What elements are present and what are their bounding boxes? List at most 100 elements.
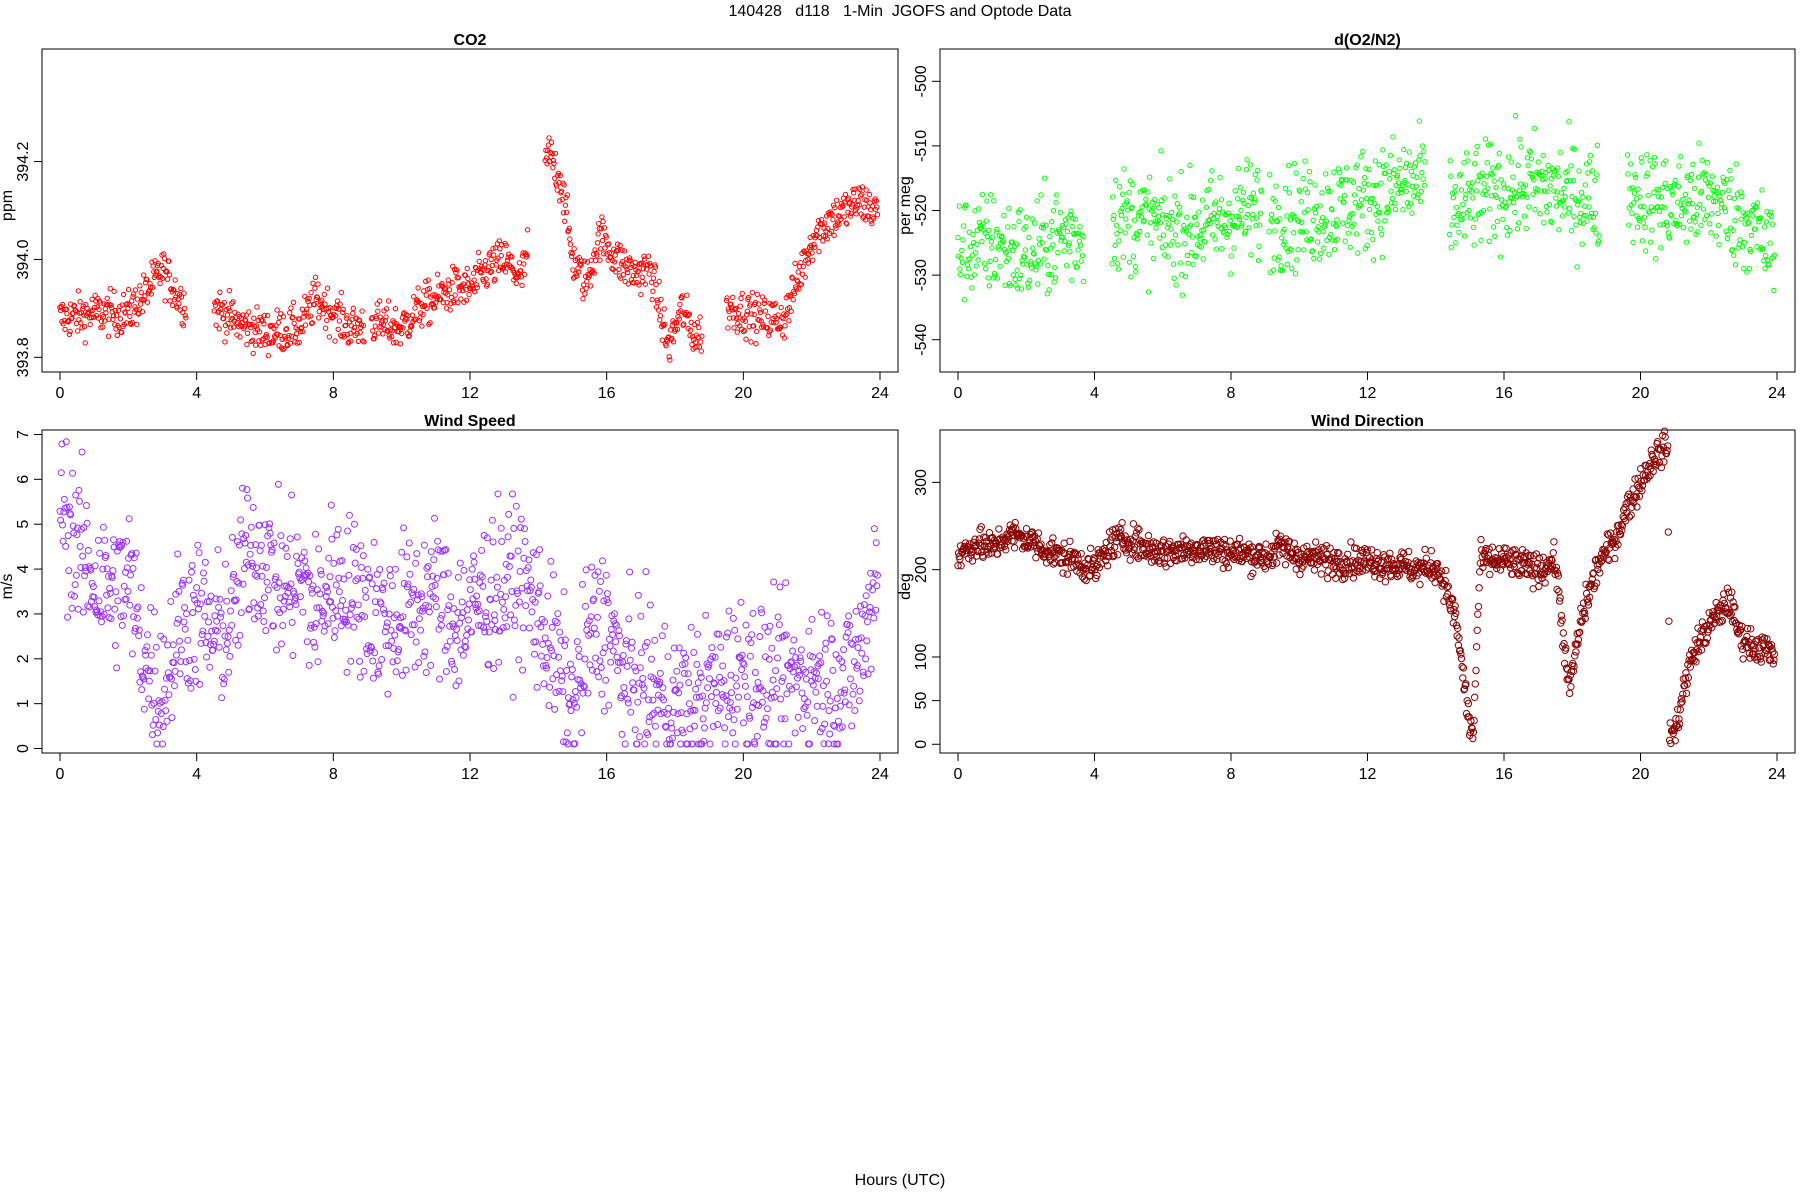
- o2n2-point: [1189, 234, 1196, 240]
- o2n2-point: [1503, 204, 1509, 210]
- wind-speed-point: [746, 652, 754, 660]
- wind-speed-point: [679, 729, 687, 737]
- o2n2-point: [1377, 210, 1383, 216]
- co2-point: [566, 225, 572, 232]
- o2n2-point: [1521, 213, 1528, 219]
- wind-direction-point: [1664, 528, 1673, 536]
- o2n2-point: [1448, 244, 1455, 251]
- co2-x-tick-label: 12: [461, 385, 479, 402]
- o2n2-point: [1036, 236, 1042, 242]
- wind-speed-point: [646, 601, 654, 609]
- wind-speed-point: [532, 551, 540, 559]
- wind-speed-point: [132, 624, 139, 632]
- wind-speed-point: [721, 724, 729, 732]
- o2n2-point: [1167, 242, 1174, 248]
- wind-speed-point: [415, 615, 423, 623]
- wind-direction-point: [1032, 554, 1040, 562]
- wind-speed-point: [432, 603, 440, 611]
- o2n2-point: [1213, 246, 1220, 252]
- co2-point: [409, 312, 416, 318]
- o2n2-point: [1569, 193, 1575, 200]
- co2-point: [451, 299, 457, 306]
- wind-speed-point: [208, 627, 216, 635]
- co2-point: [170, 302, 176, 309]
- co2-point: [340, 306, 346, 313]
- wind-speed-point: [69, 522, 77, 530]
- co2-point: [548, 154, 554, 160]
- wind-speed-point: [433, 574, 441, 582]
- wind-speed-point: [823, 677, 831, 685]
- co2-point: [753, 341, 759, 347]
- co2-point: [273, 323, 279, 329]
- o2n2-point: [1584, 218, 1590, 224]
- wind-speed-point: [830, 740, 838, 748]
- wind-speed-point: [597, 578, 605, 585]
- co2-point: [130, 294, 136, 300]
- wind-speed-point: [280, 597, 288, 605]
- wind-speed-point: [752, 685, 760, 693]
- o2n2-point: [1506, 199, 1513, 205]
- wind-speed-point: [607, 658, 615, 666]
- wind-speed-point: [677, 740, 684, 748]
- o2n2-y-tick-label: -500: [913, 65, 930, 97]
- o2n2-point: [1449, 222, 1455, 228]
- co2-point: [150, 263, 156, 269]
- o2n2-point: [1060, 224, 1067, 231]
- co2-point: [730, 315, 737, 321]
- co2-point: [161, 255, 168, 262]
- o2n2-point: [1587, 152, 1594, 159]
- co2-point: [734, 329, 740, 335]
- wind-speed-point: [624, 699, 632, 707]
- o2n2-point: [1055, 249, 1061, 256]
- wind-speed-point: [138, 686, 146, 694]
- co2-point: [167, 298, 173, 304]
- co2-point: [119, 329, 125, 336]
- wind-speed-point: [551, 617, 559, 625]
- o2n2-point: [1206, 186, 1212, 193]
- wind-speed-point: [395, 646, 403, 654]
- wind-speed-point: [716, 704, 724, 712]
- wind-speed-point: [600, 707, 608, 715]
- wind-speed-point: [145, 695, 153, 703]
- wind-speed-point: [249, 504, 257, 511]
- wind-speed-point: [385, 610, 393, 618]
- wind-speed-point: [414, 591, 422, 599]
- co2-point: [596, 225, 603, 232]
- wind-speed-point: [626, 568, 634, 576]
- co2-point: [563, 209, 570, 216]
- o2n2-point: [1754, 200, 1761, 206]
- o2n2-point: [1758, 215, 1764, 221]
- wind-speed-point: [742, 621, 750, 629]
- wind-speed-point: [375, 662, 383, 670]
- wind-speed-point: [729, 614, 737, 622]
- o2n2-point: [1759, 187, 1765, 193]
- co2-point: [549, 150, 555, 157]
- wind-speed-point: [425, 603, 433, 611]
- o2n2-point: [1289, 265, 1295, 271]
- wind-speed-point: [392, 668, 400, 676]
- wind-direction-x-tick-label: 16: [1495, 766, 1513, 783]
- o2n2-point: [959, 247, 965, 254]
- co2-point: [545, 142, 552, 148]
- o2n2-point: [1186, 231, 1192, 237]
- co2-point: [360, 322, 367, 329]
- o2n2-point: [1525, 162, 1531, 169]
- wind-speed-point: [621, 740, 629, 748]
- wind-speed-point: [630, 686, 638, 694]
- o2n2-point: [1502, 199, 1508, 205]
- o2n2-point: [1568, 163, 1574, 169]
- o2n2-point: [1165, 254, 1171, 260]
- o2n2-point: [1292, 271, 1299, 277]
- o2n2-point: [1046, 287, 1052, 293]
- wind-speed-point: [789, 647, 797, 655]
- o2n2-point: [1001, 212, 1007, 219]
- wind-speed-y-tick-label: 2: [15, 654, 32, 663]
- co2-point: [498, 252, 504, 259]
- o2n2-point: [1235, 196, 1241, 202]
- wind-speed-point: [870, 614, 878, 622]
- wind-speed-point: [699, 692, 707, 700]
- wind-speed-point: [641, 642, 649, 650]
- wind-speed-point: [485, 660, 493, 668]
- wind-speed-point: [563, 667, 571, 674]
- co2-point: [742, 318, 749, 324]
